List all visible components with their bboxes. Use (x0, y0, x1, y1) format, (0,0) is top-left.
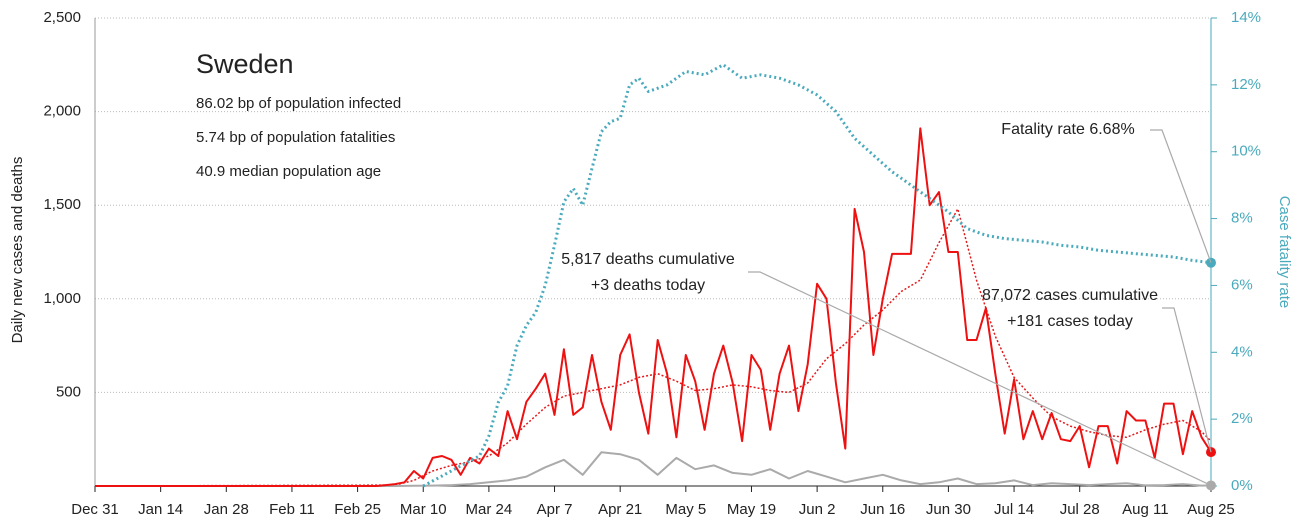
x-tick-label: Jul 14 (994, 501, 1034, 518)
chart-title: Sweden (196, 49, 294, 79)
annotation: +3 deaths today (591, 277, 705, 294)
x-tick-label: Aug 11 (1122, 501, 1168, 518)
y2-tick-label: 2% (1231, 410, 1253, 427)
leader-line (748, 271, 1212, 486)
annotation: 87,072 cases cumulative (982, 287, 1158, 304)
x-tick-label: Dec 31 (71, 501, 119, 518)
series-line (422, 63, 1212, 488)
x-tick-label: Feb 11 (269, 501, 315, 518)
x-tick-label: Mar 10 (400, 501, 447, 518)
annotation: 5,817 deaths cumulative (561, 251, 735, 268)
x-tick-label: Jan 28 (204, 501, 249, 518)
y-tick-label: 500 (56, 383, 81, 400)
x-tick-label: Aug 25 (1187, 501, 1235, 518)
annotation: +181 cases today (1007, 313, 1133, 330)
y2-tick-label: 10% (1231, 143, 1261, 160)
leader-line (1150, 129, 1212, 263)
x-tick-label: Mar 24 (466, 501, 513, 518)
x-tick-label: Apr 21 (598, 501, 642, 518)
leader-line (1162, 307, 1212, 453)
y2-tick-label: 8% (1231, 210, 1253, 227)
x-tick-label: Jun 16 (860, 501, 905, 518)
x-tick-label: May 5 (665, 501, 706, 518)
annotation: Fatality rate 6.68% (1001, 121, 1134, 138)
subtitle: 5.74 bp of population fatalities (196, 129, 395, 146)
y-axis-title: Daily new cases and deaths (9, 157, 26, 344)
y2-tick-label: 4% (1231, 343, 1253, 360)
x-tick-label: May 19 (727, 501, 776, 518)
series-line (95, 451, 1212, 487)
y2-tick-label: 6% (1231, 276, 1253, 293)
y-tick-label: 1,000 (43, 290, 81, 307)
y-tick-label: 2,500 (43, 9, 81, 26)
x-tick-label: Jul 28 (1060, 501, 1100, 518)
subtitle: 86.02 bp of population infected (196, 95, 401, 112)
y2-tick-label: 0% (1231, 477, 1253, 494)
x-tick-label: Jun 2 (799, 501, 836, 518)
y-tick-label: 2,000 (43, 103, 81, 120)
y2-tick-label: 12% (1231, 76, 1261, 93)
x-tick-label: Apr 7 (537, 501, 573, 518)
subtitle: 40.9 median population age (196, 163, 381, 180)
y-tick-label: 1,500 (43, 196, 81, 213)
y2-tick-label: 14% (1231, 9, 1261, 26)
y2-axis-title: Case fatality rate (1276, 196, 1293, 309)
x-tick-label: Feb 25 (334, 501, 381, 518)
series-line (95, 127, 1212, 487)
x-tick-label: Jan 14 (138, 501, 183, 518)
x-tick-label: Jun 30 (926, 501, 971, 518)
